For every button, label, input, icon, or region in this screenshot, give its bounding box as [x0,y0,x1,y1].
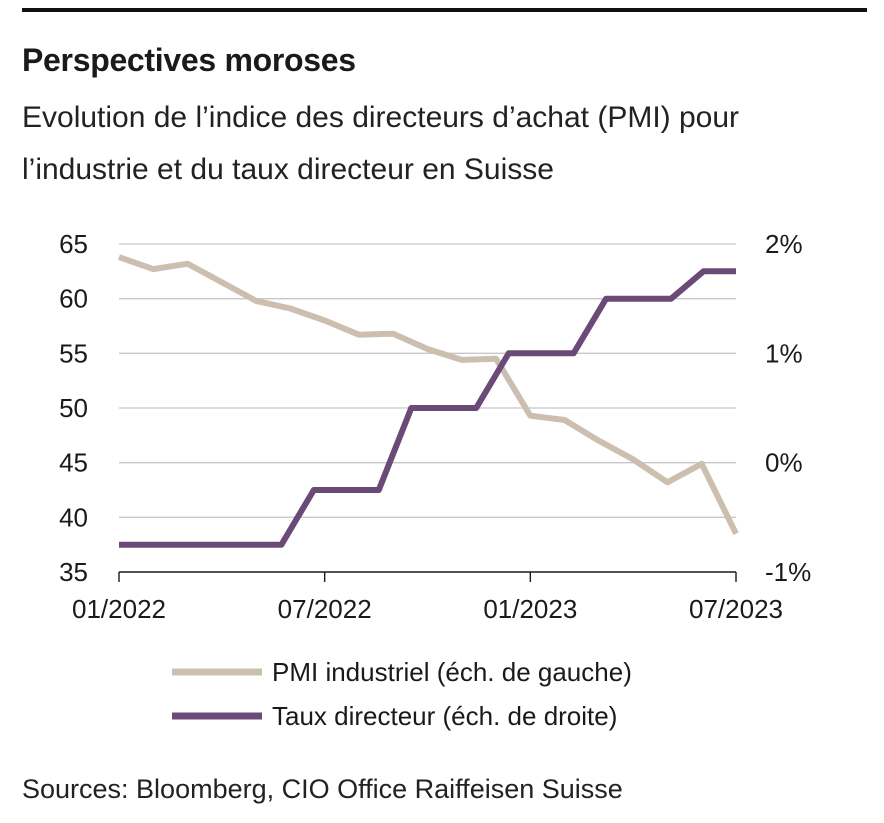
y-left-tick-label: 35 [59,557,88,587]
y-right-tick-label: 2% [765,229,803,259]
legend-item-pmi: PMI industriel (éch. de gauche) [172,657,632,687]
x-tick-label: 01/2022 [72,594,166,624]
y-right-tick-label: 1% [765,338,803,368]
source-note: Sources: Bloomberg, CIO Office Raiffeise… [22,774,623,804]
y-left-tick-label: 50 [59,393,88,423]
chart-title: Perspectives moroses [22,42,356,78]
series-line-pmi [118,254,739,536]
legend-label: PMI industriel (éch. de gauche) [272,657,632,687]
y-right-tick-label: -1% [765,557,811,587]
series [118,254,739,548]
y-right-tick-label: 0% [765,448,803,478]
x-tick-label: 01/2023 [483,594,577,624]
chart-subtitle: Evolution de l’indice des directeurs d’a… [22,101,740,186]
y-left-tick-label: 55 [59,338,88,368]
grid [119,243,736,518]
y-left-tick-label: 65 [59,229,88,259]
line-chart: 65 60 55 50 45 40 35 2% 1% 0% -1% 01/2022 07/2022 01/… [59,229,811,731]
axes: 65 60 55 50 45 40 35 2% 1% 0% -1% 01/2022 07/2022 01/… [59,229,811,624]
legend-item-policy-rate: Taux directeur (éch. de droite) [172,701,617,731]
y-left-tick-label: 60 [59,284,88,314]
x-tick-label: 07/2022 [278,594,372,624]
legend: PMI industriel (éch. de gauche) Taux dire… [172,657,632,731]
legend-label: Taux directeur (éch. de droite) [272,701,617,731]
top-rule [22,8,867,12]
y-left-tick-label: 40 [59,502,88,532]
series-line-policy-rate [119,268,736,548]
x-tick-label: 07/2023 [689,594,783,624]
y-left-tick-label: 45 [59,448,88,478]
